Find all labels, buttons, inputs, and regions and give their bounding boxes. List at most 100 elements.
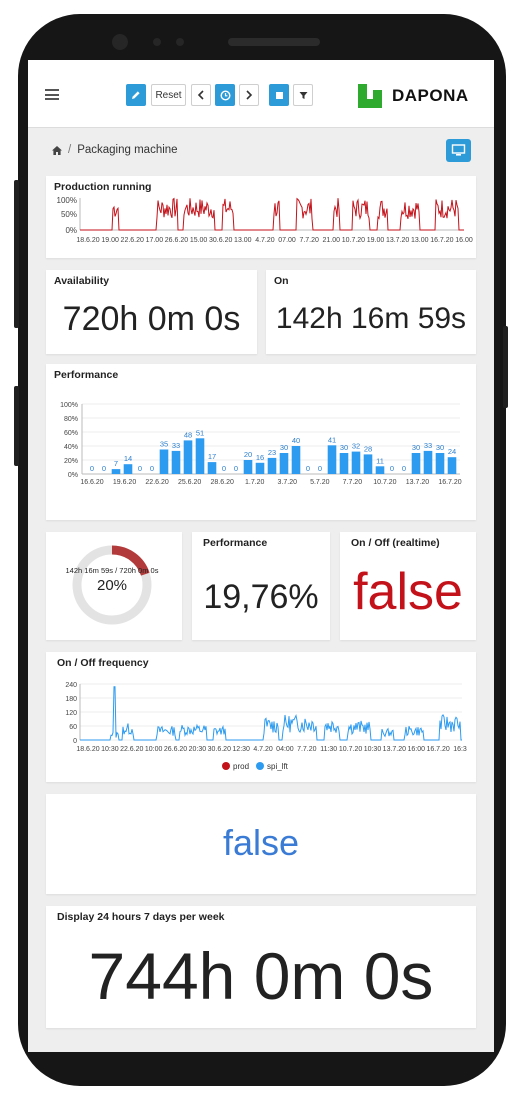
bar-data-label: 0 <box>306 464 310 473</box>
logo-mark-icon <box>358 84 382 108</box>
y-tick: 50% <box>61 210 77 219</box>
chevron-left-icon <box>197 90 204 100</box>
x-tick: 30.6.20 <box>208 746 231 753</box>
production-running-chart: 100% 50% 0% 18.6.20 19.00 22.6.20 17.00 26.6… <box>57 196 473 244</box>
breadcrumb-current: Packaging machine <box>77 144 178 156</box>
onoff-realtime-card: On / Off (realtime) false <box>340 532 476 640</box>
filter-button[interactable] <box>293 84 313 106</box>
edit-button[interactable] <box>126 84 146 106</box>
x-tick: 3.7.20 <box>278 479 298 486</box>
bar-data-label: 48 <box>184 430 192 439</box>
performance-bar <box>267 457 277 474</box>
bar-data-label: 30 <box>280 443 288 452</box>
y-tick: 120 <box>65 710 77 717</box>
monitor-icon <box>451 144 466 156</box>
x-tick: 22.6.20 <box>120 746 143 753</box>
front-camera <box>112 34 128 50</box>
performance-bar <box>363 454 373 474</box>
bar-data-label: 30 <box>412 443 420 452</box>
x-tick: 10.7.20 <box>339 746 362 753</box>
availability-value: 720h 0m 0s <box>62 300 241 338</box>
bar-data-label: 24 <box>448 447 456 456</box>
previous-button[interactable] <box>191 84 211 106</box>
bar-data-label: 0 <box>402 464 406 473</box>
performance-value: 19,76% <box>203 578 319 616</box>
bar-data-label: 41 <box>328 435 336 444</box>
side-button <box>503 326 508 408</box>
x-tick: 13.00 <box>234 237 252 244</box>
y-tick: 240 <box>65 682 77 689</box>
x-tick: 25.6.20 <box>178 479 201 486</box>
performance-bar <box>375 466 385 474</box>
bar-data-label: 0 <box>222 464 226 473</box>
x-tick: 19.00 <box>101 237 119 244</box>
bar-data-label: 28 <box>364 444 372 453</box>
x-tick: 10:30 <box>364 746 382 753</box>
power-button <box>14 180 19 328</box>
stop-button[interactable] <box>269 84 289 106</box>
donut-label: 142h 16m 59s / 720h 0m 0s <box>66 566 159 575</box>
x-tick: 13.7.20 <box>406 479 429 486</box>
utilization-donut-card: 142h 16m 59s / 720h 0m 0s 20% <box>46 532 182 640</box>
bar-data-label: 0 <box>318 464 322 473</box>
bar-data-label: 14 <box>124 454 132 463</box>
y-tick: 60 <box>69 724 77 731</box>
bar-data-label: 23 <box>268 448 276 457</box>
performance-bar <box>339 453 349 474</box>
x-tick: 5.7.20 <box>310 479 330 486</box>
x-tick: 16.7.20 <box>438 479 461 486</box>
status-card: false <box>46 794 476 894</box>
card-title: Availability <box>54 275 110 287</box>
time-button[interactable] <box>215 84 235 106</box>
bar-data-label: 16 <box>256 453 264 462</box>
bar-data-label: 51 <box>196 428 204 437</box>
x-tick: 22.6.20 <box>145 479 168 486</box>
performance-value-card: Performance 19,76% <box>192 532 330 640</box>
display-mode-button[interactable] <box>446 139 471 162</box>
bar-data-label: 20 <box>244 450 252 459</box>
filter-icon <box>299 91 307 99</box>
x-tick: 16.6.20 <box>80 479 103 486</box>
bar-data-label: 0 <box>390 464 394 473</box>
volume-button <box>14 386 19 466</box>
x-tick: 16.00 <box>455 237 473 244</box>
y-tick: 100% <box>57 196 77 205</box>
x-tick: 28.6.20 <box>211 479 234 486</box>
menu-icon[interactable] <box>45 89 59 100</box>
y-tick: 80% <box>64 416 78 423</box>
x-tick: 15.00 <box>190 237 208 244</box>
x-tick: 20:30 <box>189 746 207 753</box>
performance-bar <box>255 462 265 474</box>
x-tick: 26.6.20 <box>164 746 187 753</box>
bar-data-label: 0 <box>150 464 154 473</box>
legend-label-prod: prod <box>233 762 249 771</box>
card-title: Performance <box>54 369 119 381</box>
next-button[interactable] <box>239 84 259 106</box>
x-tick: 30.6.20 <box>209 237 232 244</box>
onoff-frequency-card: On / Off frequency 240 180 120 60 0 18.6.20 1… <box>46 652 476 782</box>
y-tick: 0% <box>65 226 77 235</box>
x-tick: 13.7.20 <box>383 746 406 753</box>
brand-logo: DAPONA <box>358 83 469 109</box>
bar-data-label: 7 <box>114 459 118 468</box>
performance-bar <box>111 469 121 474</box>
x-tick: 04:00 <box>276 746 294 753</box>
performance-bar <box>171 450 181 474</box>
breadcrumb: / Packaging machine <box>52 144 178 156</box>
performance-bar <box>351 451 361 474</box>
bar-data-label: 11 <box>376 456 384 465</box>
performance-bar <box>291 446 301 474</box>
production-series-line <box>80 197 464 231</box>
x-tick: 10.7.20 <box>342 237 365 244</box>
reset-button[interactable]: Reset <box>151 84 186 106</box>
x-tick: 26.6.20 <box>165 237 188 244</box>
home-icon[interactable] <box>52 145 62 155</box>
y-tick: 0% <box>68 472 78 479</box>
donut-progress-arc <box>111 545 150 576</box>
card-title: On <box>274 275 289 287</box>
bar-data-label: 17 <box>208 452 216 461</box>
card-title: On / Off frequency <box>57 657 149 669</box>
x-tick: 7.7.20 <box>297 746 317 753</box>
